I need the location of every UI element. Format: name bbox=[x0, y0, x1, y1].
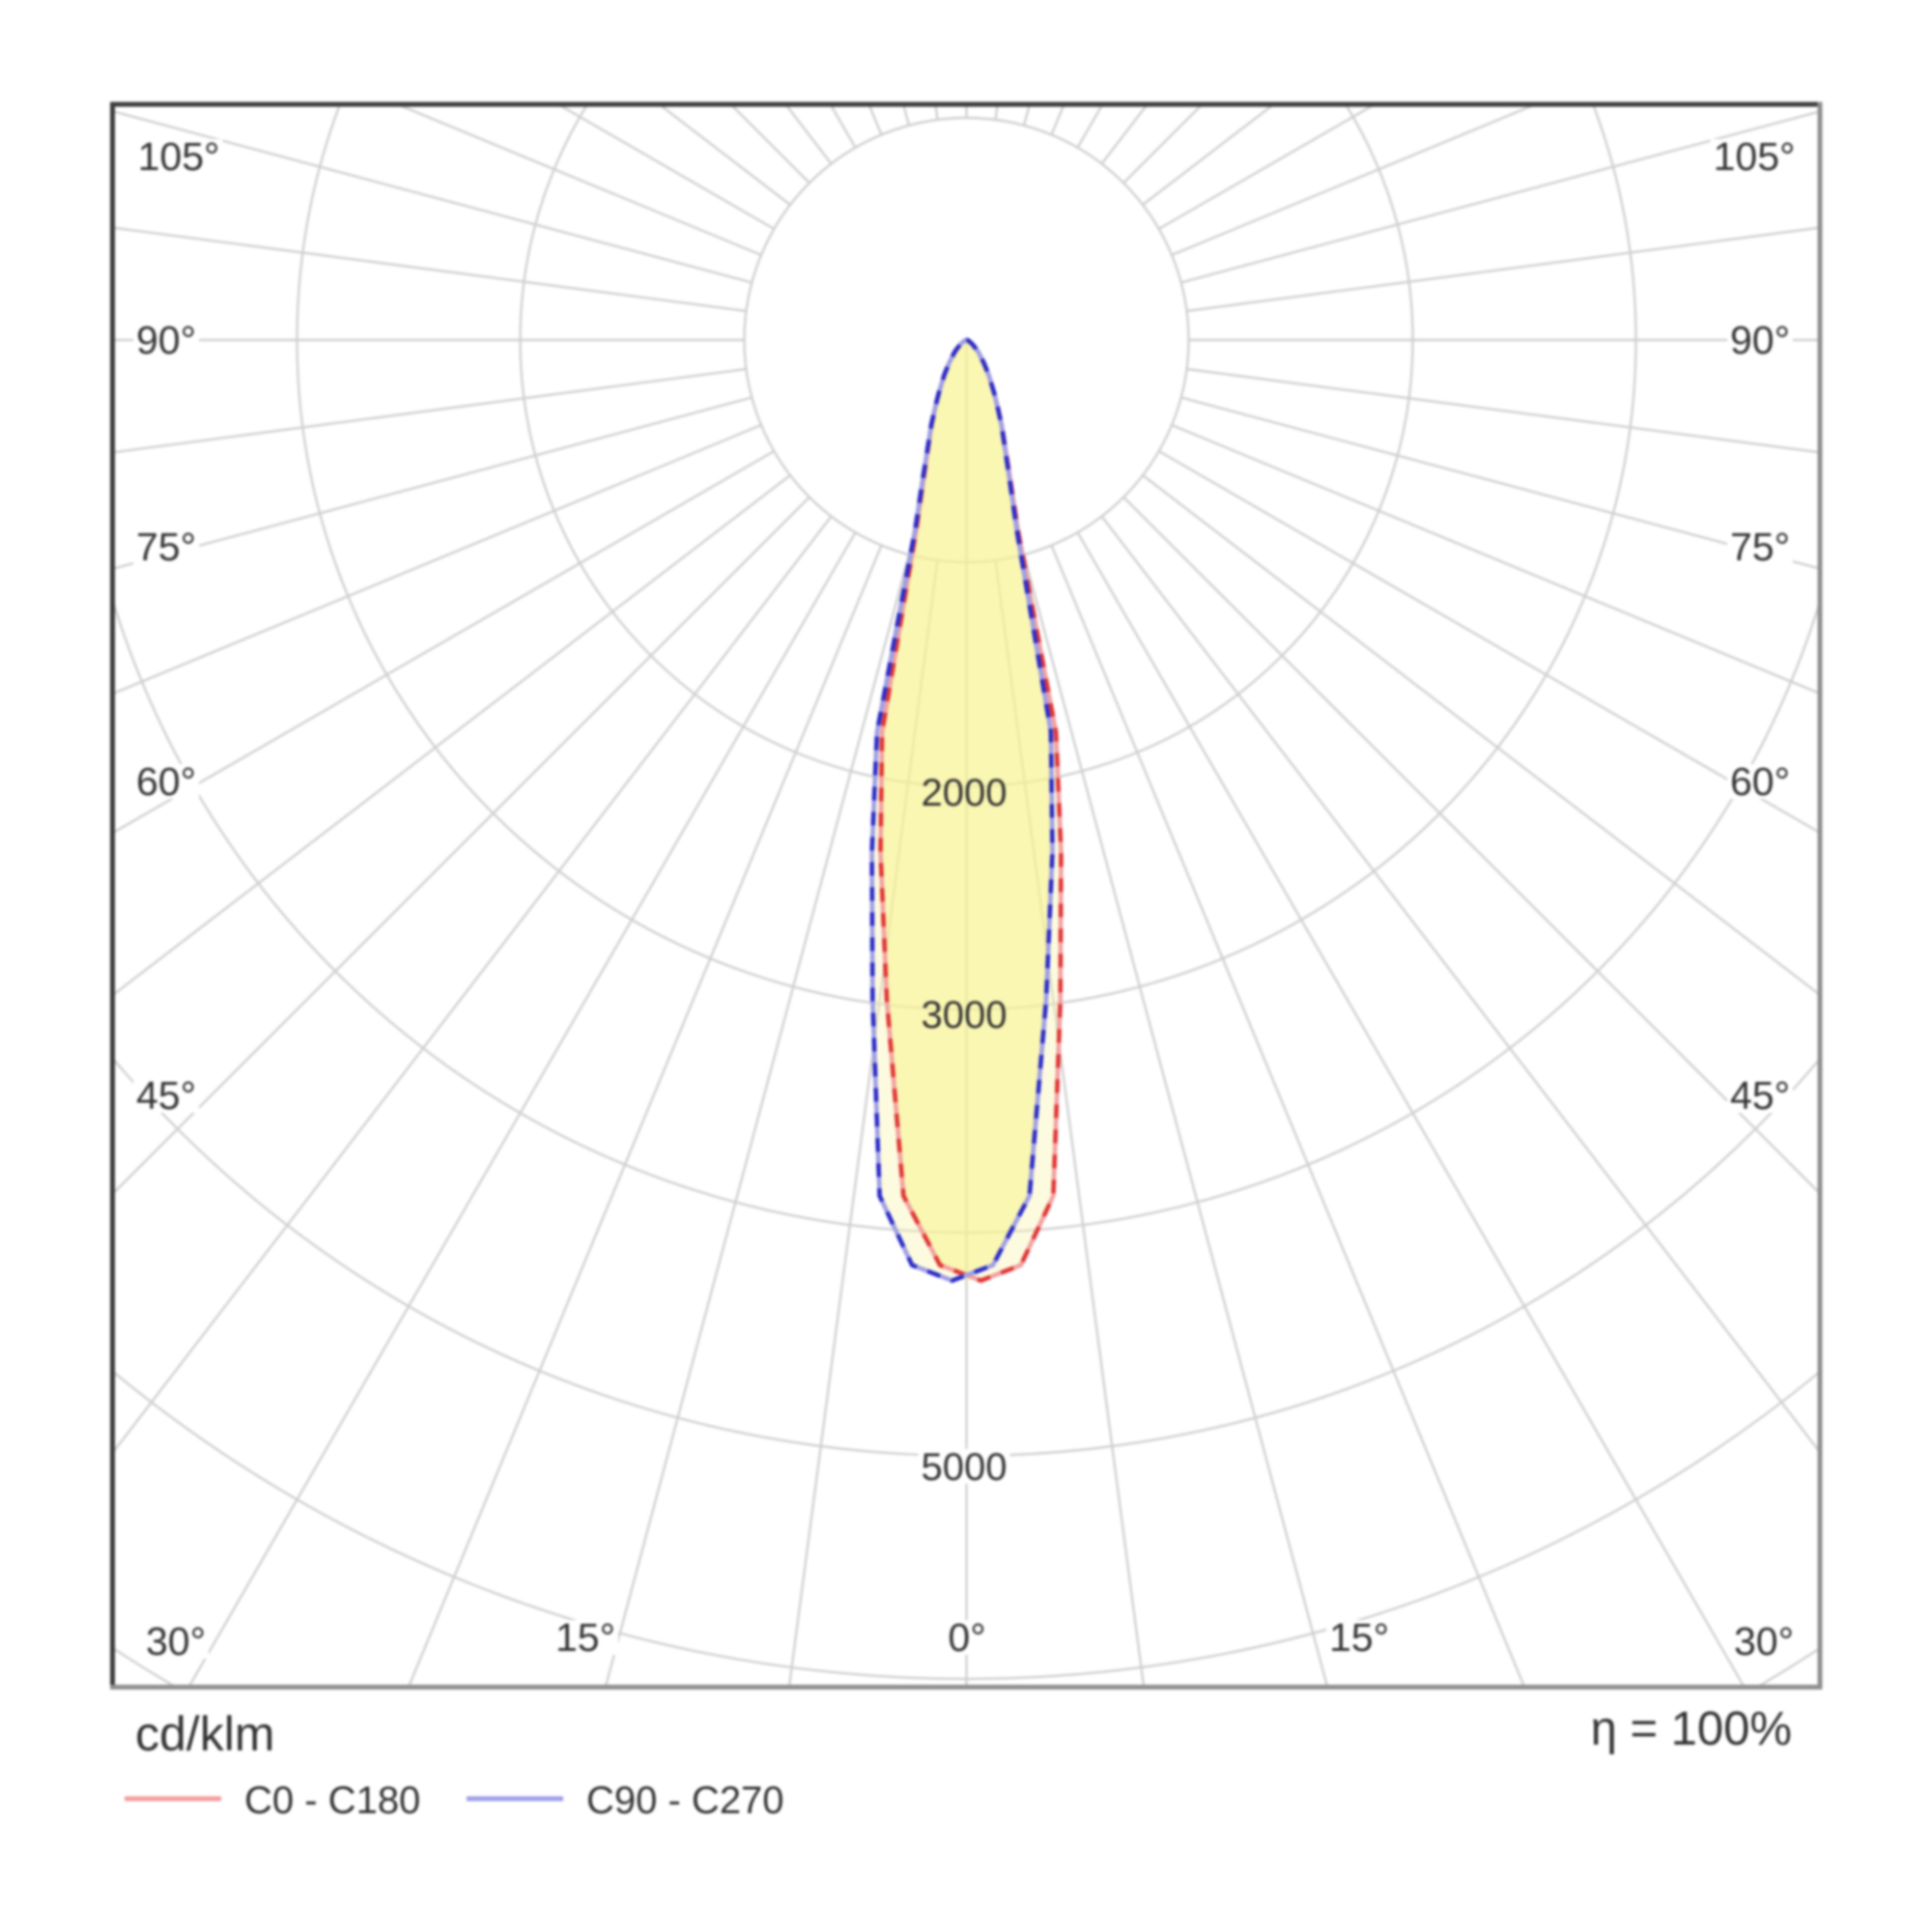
svg-text:η = 100%: η = 100% bbox=[1591, 1703, 1792, 1755]
svg-text:90°: 90° bbox=[136, 318, 196, 362]
svg-text:2000: 2000 bbox=[922, 772, 1008, 814]
svg-text:15°: 15° bbox=[555, 1615, 615, 1660]
svg-text:C90 - C270: C90 - C270 bbox=[586, 1779, 784, 1822]
svg-text:105°: 105° bbox=[1714, 134, 1796, 179]
svg-text:30°: 30° bbox=[1734, 1619, 1794, 1663]
svg-text:C0 - C180: C0 - C180 bbox=[244, 1779, 420, 1822]
svg-text:45°: 45° bbox=[136, 1073, 196, 1118]
svg-text:105°: 105° bbox=[138, 134, 220, 179]
svg-text:30°: 30° bbox=[146, 1619, 206, 1663]
svg-text:cd/klm: cd/klm bbox=[135, 1707, 274, 1761]
svg-text:45°: 45° bbox=[1730, 1073, 1790, 1118]
svg-text:75°: 75° bbox=[1730, 525, 1790, 569]
svg-text:15°: 15° bbox=[1329, 1615, 1389, 1660]
svg-text:75°: 75° bbox=[136, 525, 196, 569]
svg-text:3000: 3000 bbox=[922, 994, 1008, 1037]
svg-text:60°: 60° bbox=[136, 759, 196, 804]
svg-text:0°: 0° bbox=[948, 1615, 985, 1660]
svg-text:5000: 5000 bbox=[922, 1446, 1008, 1489]
svg-text:60°: 60° bbox=[1730, 759, 1790, 804]
svg-text:90°: 90° bbox=[1730, 318, 1790, 362]
